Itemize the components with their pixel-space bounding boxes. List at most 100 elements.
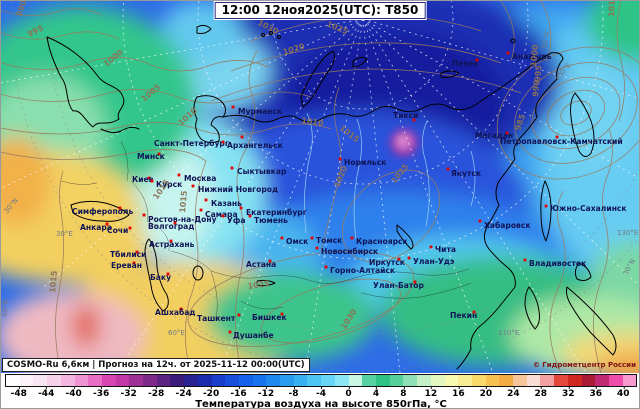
colorbar-segment <box>280 375 294 386</box>
isobar-label: 1025 <box>247 279 271 291</box>
grid-label: 110°E <box>498 329 519 337</box>
colorbar-tick: -44 <box>38 386 55 399</box>
colorbar-tick: 36 <box>589 386 603 399</box>
city-marker <box>324 265 328 269</box>
grid-label: 130°E <box>617 229 638 237</box>
copyright-label: © Гидрометцентр России <box>532 361 636 369</box>
city-marker <box>472 310 476 314</box>
city-label: Тикси <box>393 111 418 120</box>
colorbar-tick: 12 <box>424 386 438 399</box>
colorbar-segment <box>499 375 514 386</box>
city-label: Самара <box>205 210 238 219</box>
city-label: Хабаровск <box>484 221 531 230</box>
city-marker <box>142 213 146 217</box>
map-title: 12:00 12ноя2025(UTC): T850 <box>221 3 419 17</box>
city-marker <box>506 51 510 55</box>
city-label: Владивосток <box>529 259 587 268</box>
legend-caption: Температура воздуха на высоте 850гПа, °C <box>195 399 447 409</box>
colorbar-segment <box>362 375 376 386</box>
city-label: Горно-Алтайск <box>330 266 396 275</box>
isobar-label: 1010 <box>607 1 617 17</box>
grid-label: 60°E <box>168 329 185 337</box>
isobar-label: 1010 <box>301 116 325 128</box>
colorbar-tick: 32 <box>562 386 575 399</box>
colorbar-tick: 28 <box>534 386 548 399</box>
city-label: Пекин <box>450 311 477 320</box>
coastlines <box>46 24 617 370</box>
city-label: Киев <box>132 175 154 184</box>
colorbar-segment <box>225 375 239 386</box>
city-marker <box>105 222 109 226</box>
city-label: Иркутск <box>369 258 406 267</box>
city-label: Певек <box>452 59 479 68</box>
colorbar-tick: -40 <box>65 386 82 399</box>
colorbar-tick: -16 <box>230 386 247 399</box>
city-marker <box>173 221 177 225</box>
model-info: COSMO-Ru 6,6км | Прогноз на 12ч. от 2025… <box>7 360 305 370</box>
city-marker <box>240 135 244 139</box>
colorbar-segment <box>348 375 363 386</box>
colorbar-tick: 16 <box>452 386 465 399</box>
city-label: Тбилиси <box>110 250 147 259</box>
city-label: Магадан <box>475 131 513 140</box>
colorbar-tick: 8 <box>400 386 407 399</box>
colorbar-tick: -32 <box>120 386 137 399</box>
city-marker <box>166 272 170 276</box>
city-label: Уфа <box>227 216 246 225</box>
city-marker <box>169 239 173 243</box>
isobar-label: 1015 <box>178 190 189 213</box>
city-label: Архангельск <box>227 141 284 150</box>
colorbar-tick: -20 <box>202 386 220 399</box>
city-label: Чита <box>435 245 456 254</box>
city-label: Новосибирск <box>321 247 379 256</box>
city-marker <box>228 330 232 334</box>
city-label: Курск <box>156 180 183 189</box>
city-marker <box>523 258 527 262</box>
grid-label: 40°N <box>1 299 10 317</box>
colorbar-segment <box>293 375 308 386</box>
colorbar-tick: -8 <box>288 386 299 399</box>
colorbar-tick: 20 <box>479 386 493 399</box>
colorbar-segment <box>129 375 144 386</box>
colorbar-segment <box>266 375 281 386</box>
model-info-box: COSMO-Ru 6,6км | Прогноз на 12ч. от 2025… <box>2 358 310 372</box>
colorbar-segment <box>74 375 89 386</box>
colorbar-segment <box>540 375 555 386</box>
colorbar-segment <box>444 375 459 386</box>
city-label: Анкара <box>80 223 112 232</box>
city-marker <box>191 184 195 188</box>
city-marker <box>248 214 252 218</box>
grid-label: 50°N <box>540 30 551 49</box>
colorbar-segment <box>184 375 198 386</box>
city-marker <box>397 257 401 261</box>
colorbar-segment <box>567 375 582 386</box>
city-marker <box>118 206 122 210</box>
city-label: Екатеринбург <box>246 208 307 217</box>
map-title-box: 12:00 12ноя2025(UTC): T850 <box>214 2 426 19</box>
city-label: Сыктывкар <box>237 167 287 176</box>
city-label: Душанбе <box>233 331 274 340</box>
cold-spot <box>389 128 419 158</box>
city-marker <box>544 204 548 208</box>
city-label: Баку <box>150 273 171 282</box>
colorbar-tick: -4 <box>316 386 326 399</box>
colorbar-segment <box>471 375 486 386</box>
grid-label: 30°E <box>56 230 73 238</box>
colorbar-tick: 4 <box>372 386 380 399</box>
city-marker <box>446 167 450 171</box>
city-marker <box>231 105 235 109</box>
colorbar-segment <box>211 375 226 386</box>
colorbar-segment <box>458 375 472 386</box>
colorbar-ticks: -48 -44 -40 -36 -32 -28 -24 -20 -16 -12 -8 -4 0 4 8 12 1… <box>5 386 637 399</box>
colorbar-segment <box>238 375 253 386</box>
city-label: Анадырь <box>512 52 552 61</box>
city-marker <box>157 152 161 156</box>
colorbar-tick: 24 <box>507 386 520 399</box>
city-marker <box>478 219 482 223</box>
colorbar-segment <box>307 375 322 386</box>
city-marker <box>412 118 416 122</box>
city-label: Сочи <box>107 226 128 235</box>
